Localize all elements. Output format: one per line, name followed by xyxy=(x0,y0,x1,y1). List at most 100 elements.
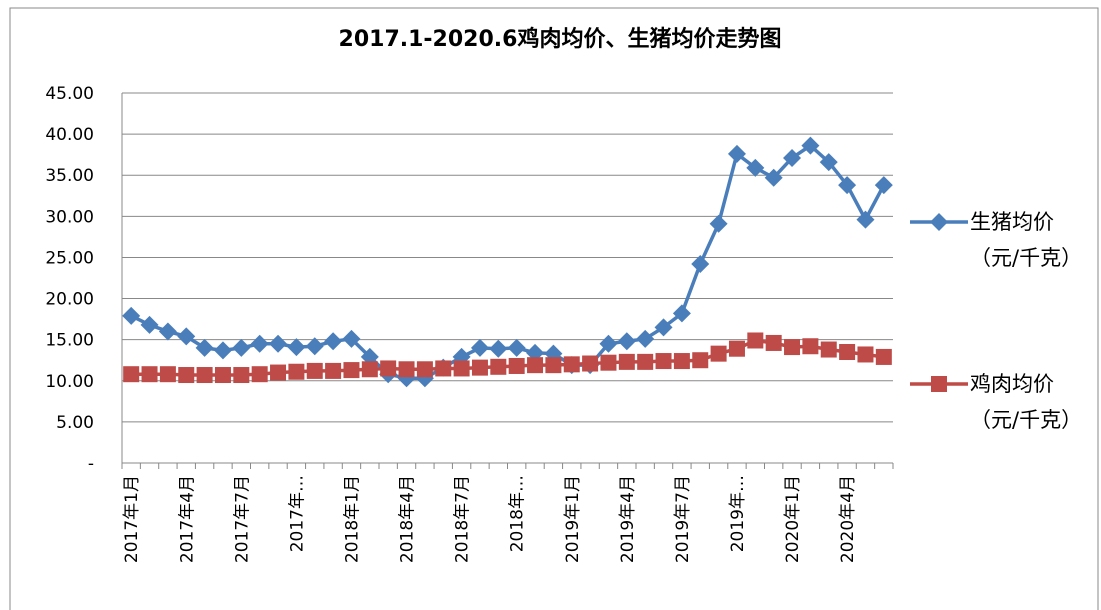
marker xyxy=(361,361,378,378)
marker xyxy=(820,341,837,358)
marker xyxy=(746,158,765,177)
marker xyxy=(600,354,617,371)
marker xyxy=(692,352,709,369)
marker xyxy=(270,364,287,381)
marker xyxy=(874,176,893,195)
marker xyxy=(250,334,269,353)
legend-label: 生猪均价（元/千克） xyxy=(970,210,1083,270)
marker xyxy=(673,353,690,370)
marker xyxy=(654,318,673,337)
marker xyxy=(158,322,177,341)
marker xyxy=(435,360,452,377)
x-tick-label: 2018年4月 xyxy=(398,475,418,563)
marker xyxy=(856,210,875,229)
y-tick-label: 35.00 xyxy=(45,166,94,186)
marker xyxy=(416,361,433,378)
marker xyxy=(637,353,654,370)
marker xyxy=(453,360,470,377)
chart-title: 2017.1-2020.6鸡肉均价、生猪均价走势图 xyxy=(339,26,782,52)
marker xyxy=(196,367,213,384)
marker xyxy=(765,334,782,351)
marker xyxy=(177,327,196,346)
y-tick-label: - xyxy=(88,454,94,474)
y-tick-label: 15.00 xyxy=(45,331,94,351)
y-tick-label: 40.00 xyxy=(45,125,94,145)
legend-marker xyxy=(931,376,947,392)
marker xyxy=(508,357,525,374)
y-tick-label: 25.00 xyxy=(45,248,94,268)
x-tick-label: 2017年1月 xyxy=(122,475,142,563)
marker xyxy=(582,355,599,372)
marker xyxy=(232,338,251,357)
marker xyxy=(233,367,250,384)
marker xyxy=(342,329,361,348)
marker xyxy=(655,353,672,370)
marker xyxy=(490,358,507,375)
marker xyxy=(159,366,176,383)
y-tick-label: 5.00 xyxy=(56,413,94,433)
x-tick-label: 2019年… xyxy=(728,475,748,552)
marker xyxy=(727,144,746,163)
marker xyxy=(306,362,323,379)
y-tick-label: 10.00 xyxy=(45,372,94,392)
marker xyxy=(875,348,892,365)
marker xyxy=(710,345,727,362)
y-tick-label: 45.00 xyxy=(45,84,94,104)
marker xyxy=(599,334,618,353)
y-tick-label: 30.00 xyxy=(45,207,94,227)
marker xyxy=(470,338,489,357)
marker xyxy=(178,367,195,384)
marker xyxy=(140,315,159,334)
x-tick-label: 2019年1月 xyxy=(563,475,583,563)
marker xyxy=(305,337,324,356)
x-tick-label: 2017年… xyxy=(287,475,307,552)
marker xyxy=(507,338,526,357)
x-tick-label: 2019年7月 xyxy=(673,475,693,563)
marker xyxy=(123,366,140,383)
legend-marker xyxy=(930,213,948,231)
chart-frame xyxy=(9,7,1099,610)
marker xyxy=(213,341,232,360)
marker xyxy=(819,153,838,172)
x-tick-label: 2018年1月 xyxy=(342,475,362,563)
marker xyxy=(141,366,158,383)
marker xyxy=(801,136,820,155)
marker xyxy=(380,360,397,377)
marker xyxy=(709,214,728,233)
x-tick-label: 2017年7月 xyxy=(232,475,252,563)
marker xyxy=(122,306,141,325)
legend-label: 鸡肉均价（元/千克） xyxy=(970,372,1083,432)
x-tick-label: 2018年… xyxy=(508,475,528,552)
marker xyxy=(784,339,801,356)
marker xyxy=(728,340,745,357)
x-tick-label: 2020年1月 xyxy=(783,475,803,563)
marker xyxy=(343,362,360,379)
x-tick-label: 2020年4月 xyxy=(838,475,858,563)
marker xyxy=(251,366,268,383)
marker xyxy=(195,338,214,357)
y-tick-label: 20.00 xyxy=(45,290,94,310)
marker xyxy=(857,346,874,363)
x-tick-label: 2018年7月 xyxy=(453,475,473,563)
marker xyxy=(839,344,856,360)
marker xyxy=(545,357,562,374)
marker xyxy=(617,332,636,351)
marker xyxy=(288,363,305,380)
marker xyxy=(489,339,508,358)
marker xyxy=(471,359,488,376)
marker xyxy=(747,332,764,349)
marker xyxy=(563,356,580,373)
marker xyxy=(691,255,710,274)
x-tick-label: 2019年4月 xyxy=(618,475,638,563)
marker xyxy=(672,304,691,323)
marker xyxy=(398,361,415,378)
marker xyxy=(838,176,857,195)
marker xyxy=(214,367,231,384)
marker xyxy=(764,168,783,187)
marker xyxy=(527,357,544,374)
marker xyxy=(287,338,306,357)
x-tick-label: 2017年4月 xyxy=(177,475,197,563)
marker xyxy=(269,334,288,353)
